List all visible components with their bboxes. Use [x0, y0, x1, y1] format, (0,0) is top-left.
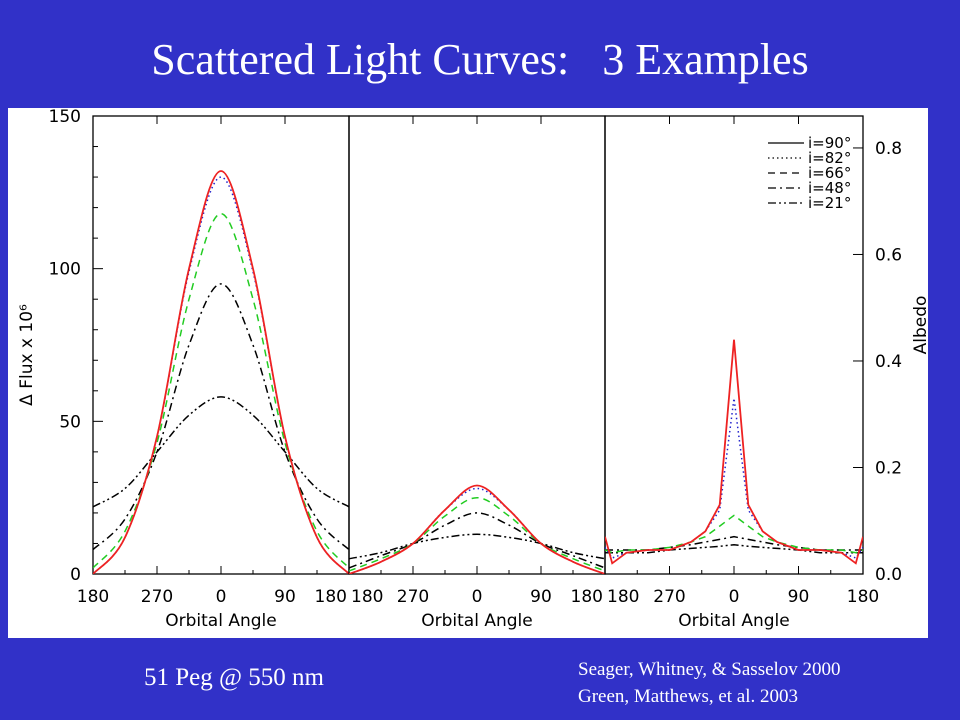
series-line-i21: [93, 396, 349, 508]
x-tick-label: 180: [315, 587, 347, 607]
x-tick-label: 180: [77, 587, 109, 607]
plot-background: [8, 108, 928, 638]
x-tick-label: 180: [607, 587, 639, 607]
x-tick-label: 180: [351, 587, 383, 607]
credit-line-2: Green, Matthews, et al. 2003: [578, 686, 799, 707]
slide-caption: 51 Peg @ 550 nm: [144, 664, 324, 691]
x-tick-label: 180: [847, 587, 879, 607]
series-line-i48: [349, 512, 605, 569]
y-tick-label: 50: [59, 412, 81, 432]
series-line-i21: [605, 543, 863, 554]
series-line-i90: [605, 339, 863, 565]
x-tick-label: 0: [729, 587, 740, 607]
y-tick-label: 150: [49, 108, 81, 127]
x-tick-label: 270: [653, 587, 685, 607]
series-line-i90: [349, 484, 605, 574]
x-tick-label: 180: [571, 587, 603, 607]
x-tick-label: 90: [274, 587, 296, 607]
series-line-i66: [349, 496, 605, 572]
chart-panel-3: 180 270 0 90 180 Orbital Angle 0.0 0.2 0.4 0.6 0.8…: [604, 115, 928, 631]
legend: i=90°i=82°i=66°i=48°i=21°: [768, 134, 851, 212]
y-axis-label: Albedo: [911, 296, 928, 355]
y-tick-label: 0.4: [875, 352, 902, 372]
y-tick-label: 0.0: [875, 565, 902, 585]
x-tick-label: 0: [216, 587, 227, 607]
x-axis-label: Orbital Angle: [165, 611, 276, 631]
slide-title: Scattered Light Curves: 3 Examples: [151, 35, 809, 84]
series-line-i48: [93, 283, 349, 551]
x-tick-label: 270: [397, 587, 429, 607]
legend-label: i=21°: [808, 194, 851, 212]
legend-label: i=66°: [808, 164, 851, 182]
series-line-i90: [93, 170, 349, 574]
credits-block: Seager, Whitney, & Sasselov 2000 Green, …: [578, 656, 841, 710]
x-tick-label: 270: [141, 587, 173, 607]
legend-label: i=90°: [808, 134, 851, 152]
series-line-i21: [349, 533, 605, 560]
chart-panel-1: 180 270 0 90 180 Orbital Angle 0 50 100 150 Δ Flux…: [17, 108, 350, 631]
y-tick-label: 0.2: [875, 458, 902, 478]
x-axis-label: Orbital Angle: [421, 611, 532, 631]
legend-label: i=48°: [808, 179, 851, 197]
y-tick-label: 0: [70, 565, 81, 585]
x-tick-label: 90: [788, 587, 810, 607]
x-axis-label: Orbital Angle: [678, 611, 789, 631]
y-tick-label: 100: [49, 260, 81, 280]
y-tick-label: 0.8: [875, 139, 902, 159]
scattered-light-figure: 180 270 0 90 180 Orbital Angle 0 50 100 150 Δ Flux…: [8, 108, 928, 638]
credit-line-1: Seager, Whitney, & Sasselov 2000: [578, 659, 841, 680]
y-axis-label: Δ Flux x 10⁶: [17, 304, 37, 406]
x-tick-label: 90: [530, 587, 552, 607]
y-tick-label: 0.6: [875, 245, 902, 265]
x-tick-label: 0: [472, 587, 483, 607]
legend-label: i=82°: [808, 149, 851, 167]
series-line-i48: [605, 535, 863, 551]
